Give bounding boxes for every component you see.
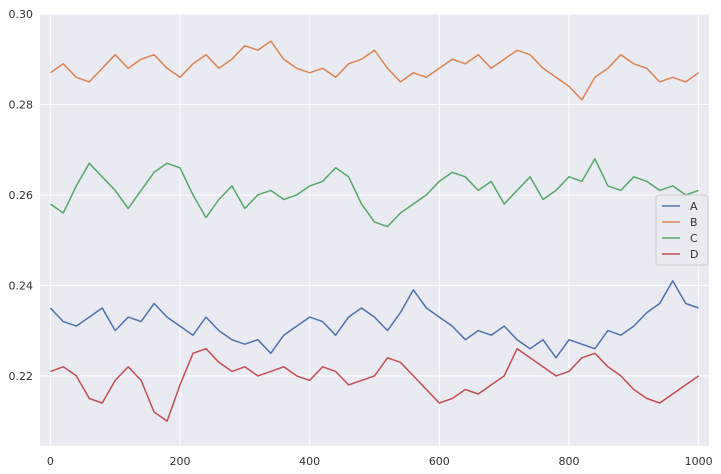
tick-labels: 0 200 400 600 800 1000 0.22 0.24 0.26 0.28 0.30	[9, 8, 713, 468]
x-tick-label: 400	[299, 455, 320, 468]
legend-label-d: D	[690, 248, 698, 261]
y-tick-label: 0.26	[9, 189, 34, 202]
legend-label-c: C	[690, 232, 698, 245]
series-line-a	[49, 280, 699, 359]
y-tick-label: 0.22	[9, 370, 34, 383]
x-tick-label: 200	[170, 455, 191, 468]
legend-label-b: B	[690, 216, 698, 229]
y-tick-label: 0.24	[9, 279, 34, 292]
legend-box	[655, 194, 709, 266]
series-line-c	[49, 158, 699, 228]
series-lines	[49, 40, 700, 422]
x-tick-label: 1000	[685, 455, 713, 468]
y-tick-label: 0.30	[9, 8, 34, 21]
legend-label-a: A	[690, 200, 698, 213]
x-tick-label: 0	[47, 455, 54, 468]
series-line-d	[50, 347, 700, 422]
x-tick-label: 800	[558, 455, 579, 468]
y-tick-label: 0.28	[9, 98, 34, 111]
x-tick-label: 600	[429, 455, 450, 468]
plot-area	[40, 14, 709, 446]
series-line-b	[49, 40, 700, 101]
